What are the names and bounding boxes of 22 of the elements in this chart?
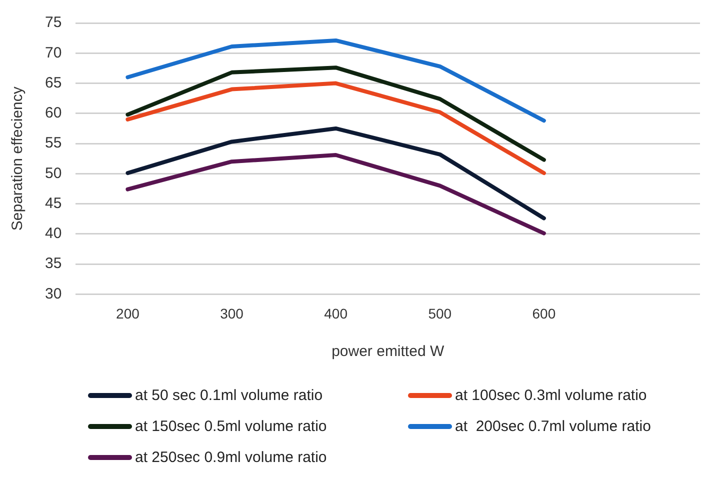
- y-tick-label: 50: [44, 164, 62, 182]
- x-tick-label: 300: [220, 305, 244, 322]
- x-tick-label: 600: [532, 305, 556, 322]
- y-tick-label: 65: [44, 74, 62, 92]
- y-axis-title: Separation effeciency: [9, 86, 26, 231]
- y-tick-label: 35: [44, 255, 62, 272]
- legend-label: at 50 sec 0.1ml volume ratio: [135, 387, 323, 404]
- legend-label: at 100sec 0.3ml volume ratio: [455, 387, 647, 404]
- y-tick-label: 60: [44, 104, 62, 122]
- y-tick-label: 45: [44, 194, 62, 212]
- y-tick-label: 40: [44, 225, 62, 242]
- legend-label: at 200sec 0.7ml volume ratio: [455, 418, 651, 435]
- y-tick-label: 75: [44, 14, 62, 32]
- y-tick-label: 30: [44, 285, 62, 302]
- x-tick-label: 400: [324, 305, 348, 322]
- y-tick-label: 70: [44, 44, 62, 62]
- x-axis-title: power emitted W: [332, 343, 445, 360]
- legend-label: at 150sec 0.5ml volume ratio: [135, 418, 327, 435]
- x-tick-label: 500: [428, 305, 452, 322]
- y-tick-label: 55: [44, 134, 62, 152]
- legend-label: at 250sec 0.9ml volume ratio: [135, 449, 327, 466]
- x-tick-label: 200: [116, 305, 140, 322]
